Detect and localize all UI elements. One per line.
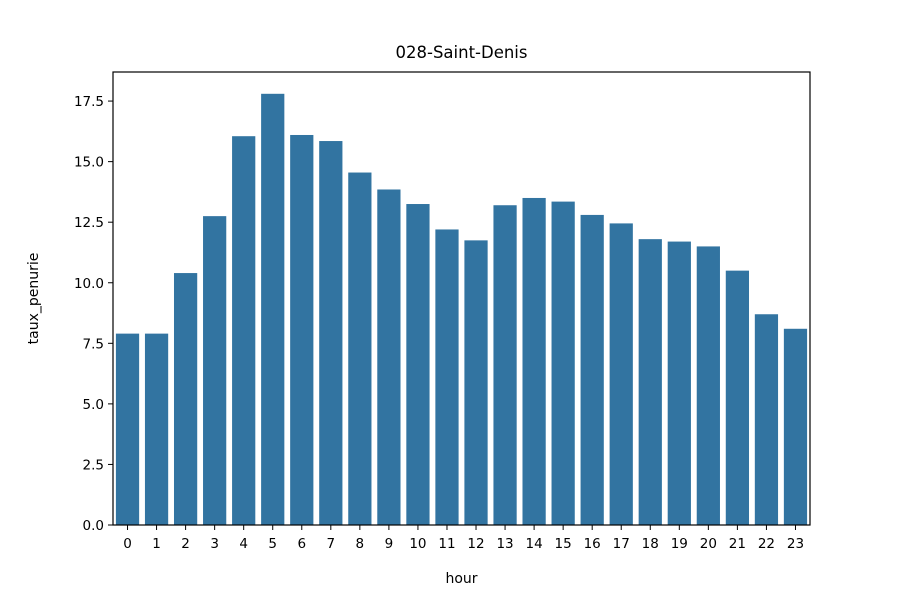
bar-hour-22 bbox=[754, 314, 779, 525]
bar-hour-14 bbox=[522, 197, 546, 526]
y-tick-label: 7.5 bbox=[83, 336, 104, 352]
x-tick-label: 22 bbox=[758, 536, 775, 552]
x-tick-label: 0 bbox=[123, 536, 132, 552]
x-tick-label: 7 bbox=[327, 536, 336, 552]
x-tick-label: 1 bbox=[152, 536, 161, 552]
y-tick-label: 15.0 bbox=[74, 155, 104, 171]
bar-hour-2 bbox=[173, 273, 198, 525]
x-tick-label: 2 bbox=[181, 536, 190, 552]
bar-hour-20 bbox=[696, 246, 720, 525]
bar-hour-10 bbox=[406, 204, 430, 526]
x-tick-label: 13 bbox=[496, 536, 513, 552]
plot-frame bbox=[112, 71, 811, 526]
x-tick-label: 4 bbox=[239, 536, 248, 552]
bar-hour-6 bbox=[290, 134, 314, 526]
bar-hour-17 bbox=[609, 223, 633, 525]
bar-hour-13 bbox=[493, 205, 517, 525]
x-axis-label: hour bbox=[445, 571, 477, 587]
x-tick-label: 17 bbox=[613, 536, 630, 552]
y-tick-label: 12.5 bbox=[74, 215, 104, 231]
x-tick-label: 18 bbox=[642, 536, 659, 552]
bar-hour-15 bbox=[551, 201, 575, 525]
x-tick-label: 5 bbox=[268, 536, 277, 552]
chart-title: 028-Saint-Denis bbox=[396, 43, 528, 62]
x-tick-label: 9 bbox=[385, 536, 394, 552]
bar-hour-4 bbox=[232, 136, 256, 525]
bar-hour-19 bbox=[667, 241, 691, 525]
x-tick-label: 10 bbox=[409, 536, 426, 552]
y-tick-label: 5.0 bbox=[83, 397, 104, 413]
y-axis-label: taux_penurie bbox=[26, 253, 42, 345]
y-tick-label: 0.0 bbox=[83, 518, 104, 534]
bars-group bbox=[115, 93, 808, 526]
x-tick-label: 19 bbox=[671, 536, 688, 552]
x-tick-label: 12 bbox=[467, 536, 484, 552]
x-tick-label: 11 bbox=[438, 536, 455, 552]
x-tick-label: 3 bbox=[210, 536, 219, 552]
x-tick-label: 6 bbox=[297, 536, 306, 552]
x-tick-label: 14 bbox=[526, 536, 543, 552]
y-tick-label: 2.5 bbox=[83, 457, 104, 473]
y-axis-ticks: 0.0 2.5 5.0 7.5 10.0 12.5 15.0 17.5 bbox=[74, 94, 113, 534]
y-tick-label: 10.0 bbox=[74, 276, 104, 292]
x-tick-label: 23 bbox=[787, 536, 804, 552]
x-tick-label: 21 bbox=[729, 536, 746, 552]
bar-hour-3 bbox=[203, 216, 227, 526]
x-tick-label: 15 bbox=[555, 536, 572, 552]
bar-hour-11 bbox=[435, 229, 459, 525]
bar-hour-5 bbox=[261, 93, 285, 526]
bar-hour-12 bbox=[464, 240, 488, 525]
bar-hour-8 bbox=[348, 172, 372, 525]
bar-hour-7 bbox=[319, 141, 343, 525]
bar-hour-18 bbox=[638, 239, 662, 526]
x-axis-ticks: 0 1 2 3 4 5 6 7 8 9 10 11 12 13 14 15 16 17 18 19 20 21 22 23 bbox=[123, 525, 804, 552]
x-tick-label: 16 bbox=[584, 536, 601, 552]
bar-hour-1 bbox=[144, 333, 169, 525]
bar-hour-9 bbox=[377, 189, 401, 525]
bar-hour-21 bbox=[725, 270, 750, 525]
x-tick-label: 20 bbox=[700, 536, 717, 552]
bar-hour-16 bbox=[580, 214, 604, 525]
bar-hour-0 bbox=[115, 333, 140, 525]
y-tick-label: 17.5 bbox=[74, 94, 104, 110]
bar-hour-23 bbox=[783, 328, 808, 525]
x-tick-label: 8 bbox=[356, 536, 365, 552]
